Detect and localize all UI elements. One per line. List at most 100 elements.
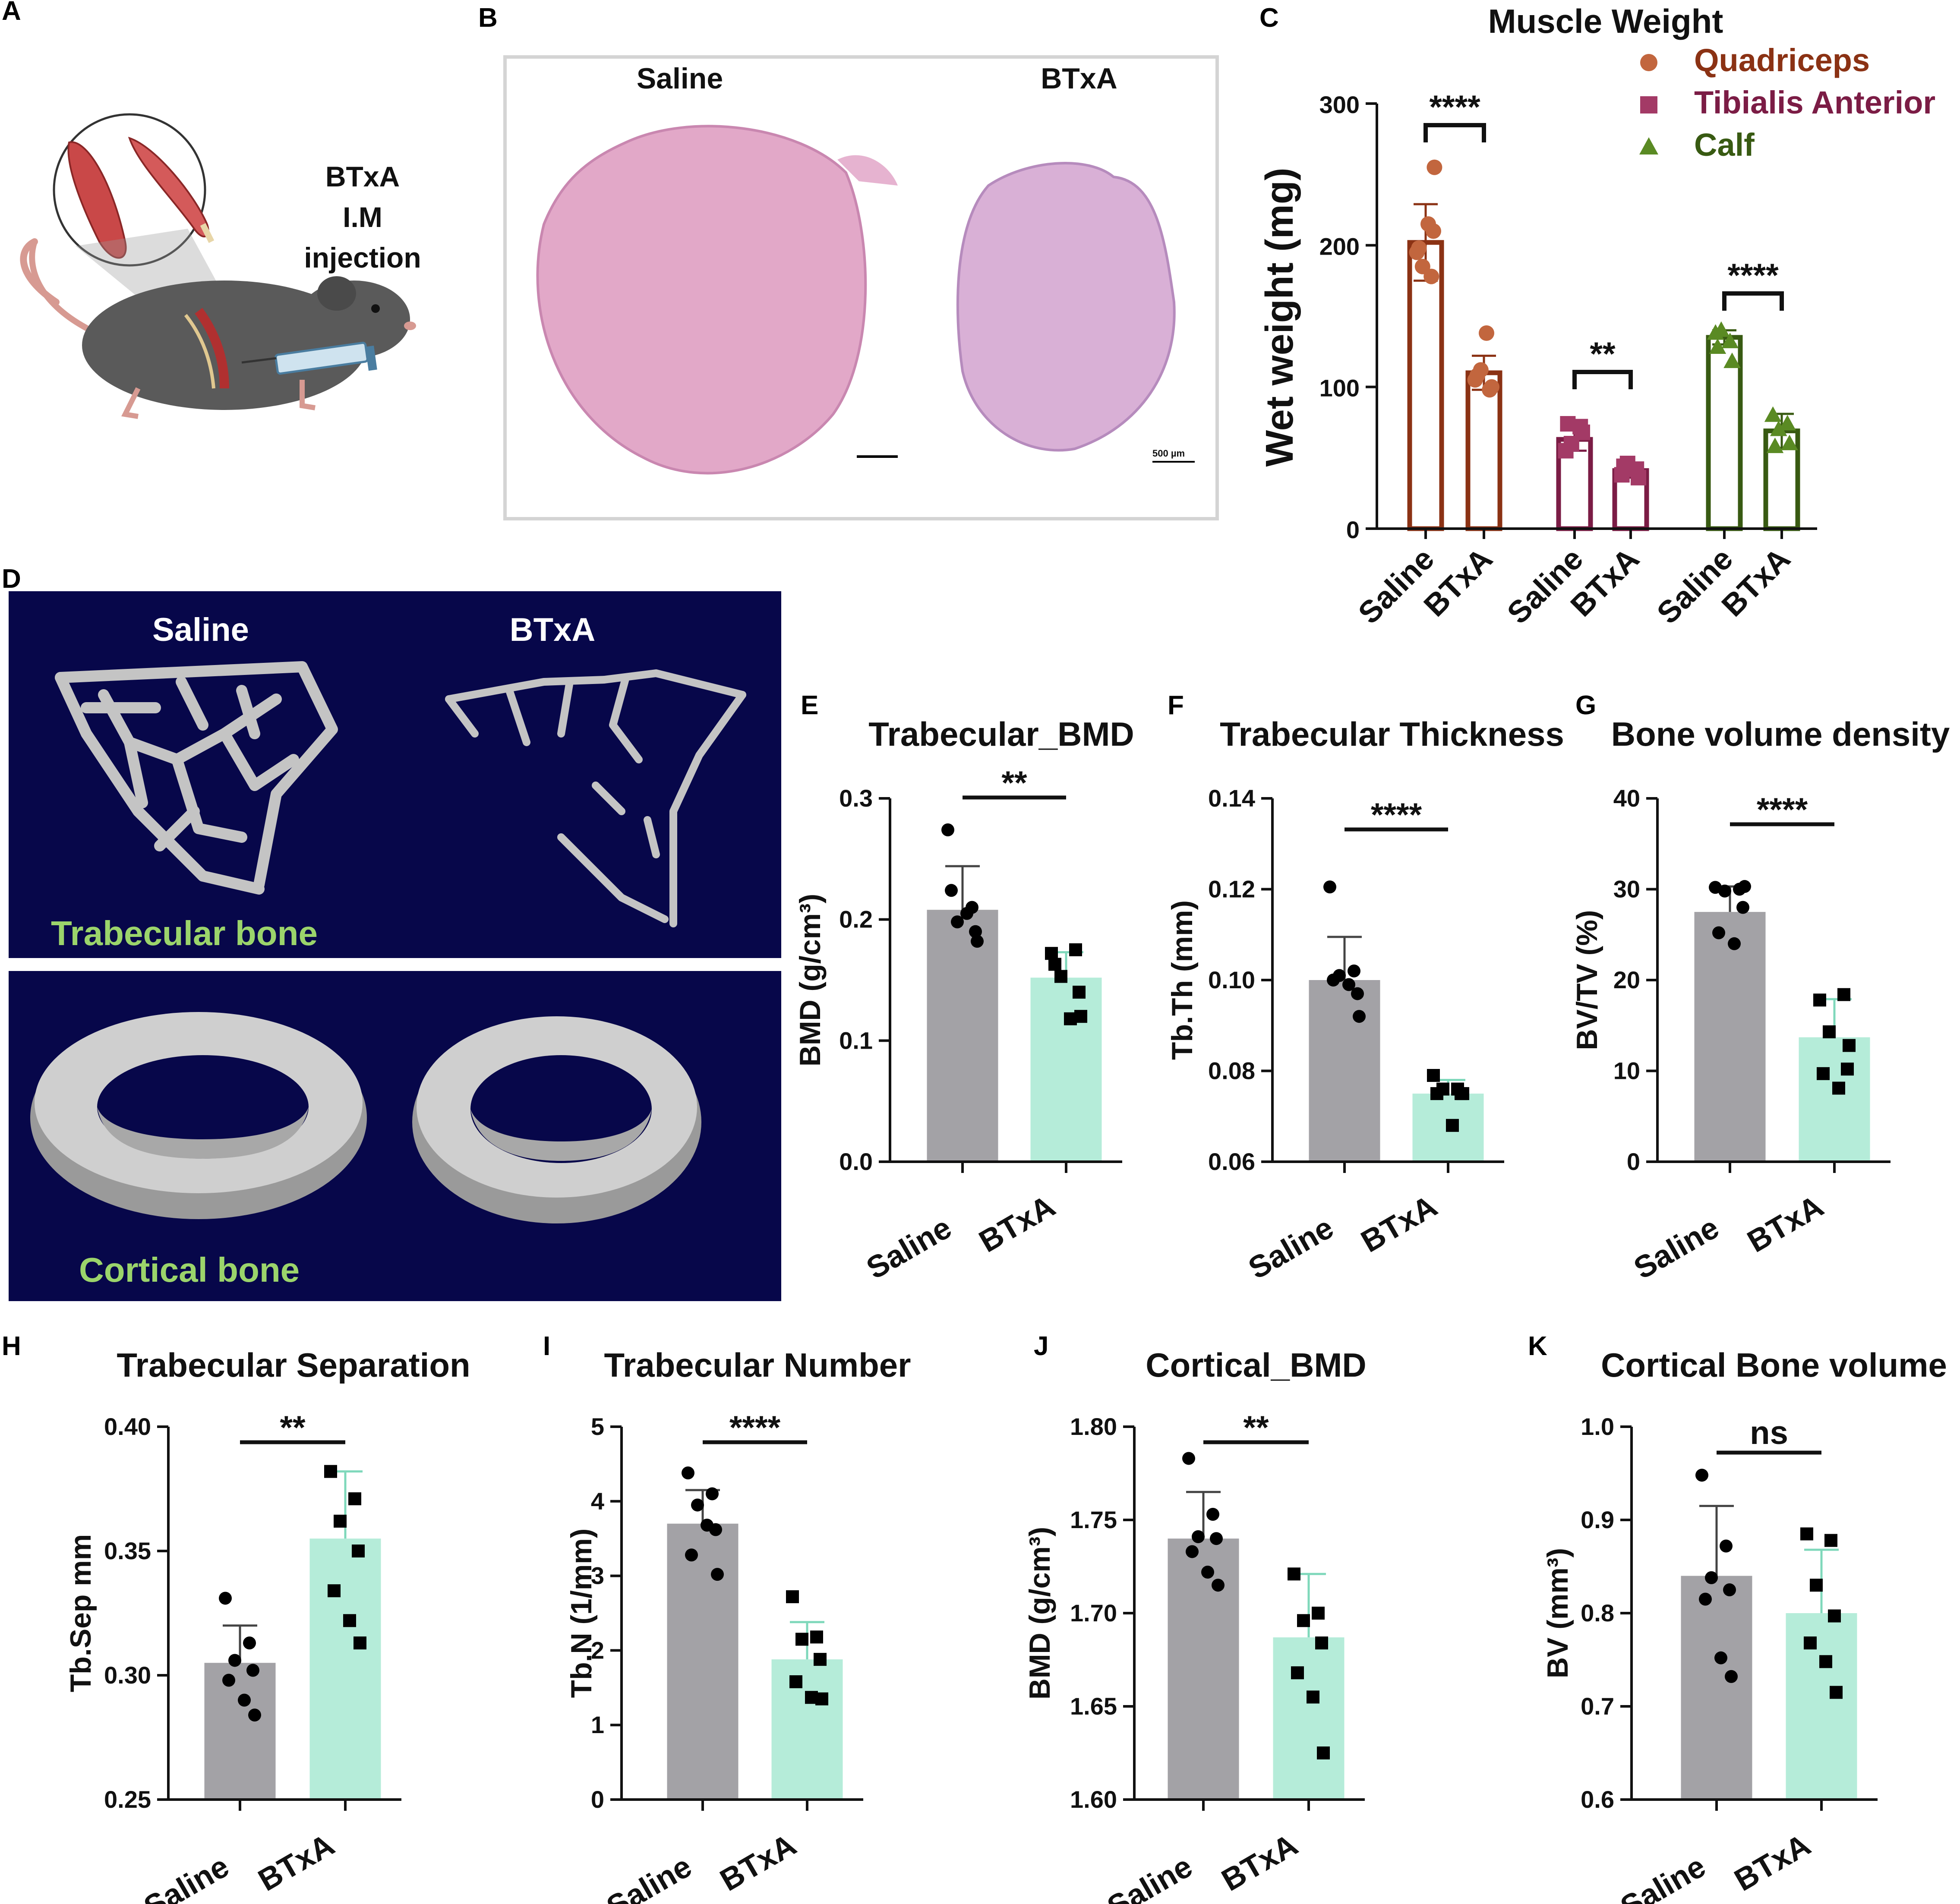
data-point bbox=[1824, 1534, 1837, 1547]
chart-title: Bone volume density bbox=[1611, 715, 1950, 753]
x-tick-label: BTxA bbox=[1729, 1828, 1816, 1898]
data-point bbox=[1832, 1081, 1845, 1095]
data-point bbox=[324, 1465, 337, 1478]
data-point bbox=[1315, 1636, 1328, 1650]
legend-label: Calf bbox=[1694, 127, 1755, 163]
y-tick-label: 0.10 bbox=[1208, 966, 1255, 993]
bar-saline bbox=[1168, 1538, 1239, 1800]
data-point bbox=[1312, 1607, 1325, 1620]
bar-btxa bbox=[1786, 1613, 1857, 1800]
data-point bbox=[1427, 159, 1442, 175]
bar-saline bbox=[667, 1523, 739, 1800]
y-tick-label: 0.12 bbox=[1208, 876, 1255, 903]
panel-letter-e: E bbox=[801, 690, 818, 720]
data-point bbox=[1721, 332, 1739, 348]
data-point bbox=[685, 1548, 698, 1562]
data-point bbox=[1446, 1119, 1459, 1132]
significance-bracket bbox=[1722, 291, 1784, 311]
chart-title: Cortical Bone volume bbox=[1601, 1346, 1947, 1384]
muscle-icon bbox=[67, 141, 127, 259]
panel-b: B Saline BTxA 500 µm bbox=[478, 3, 1219, 520]
data-point bbox=[1770, 420, 1787, 436]
y-tick-label: 0 bbox=[1346, 516, 1360, 543]
y-tick-label: 0.9 bbox=[1581, 1506, 1614, 1533]
data-point bbox=[1736, 901, 1749, 914]
data-point bbox=[1484, 379, 1499, 395]
bar-btxa bbox=[309, 1538, 381, 1800]
x-tick-label: Saline bbox=[138, 1849, 235, 1904]
chart-title: Trabecular_BMD bbox=[868, 715, 1134, 753]
legend-marker-calf bbox=[1639, 137, 1658, 154]
y-axis-label: Tb.Sep mm bbox=[64, 1534, 97, 1693]
x-tick-label: Saline bbox=[601, 1849, 698, 1904]
chart-title: Trabecular Number bbox=[604, 1346, 911, 1384]
y-tick-label: 0.08 bbox=[1208, 1057, 1255, 1084]
y-tick-label: 4 bbox=[591, 1488, 604, 1515]
data-point bbox=[1212, 1579, 1225, 1592]
x-tick-label: Saline bbox=[1352, 542, 1441, 631]
x-tick-label: Saline bbox=[1102, 1849, 1198, 1904]
y-axis-label: Wet weight (mg) bbox=[1258, 167, 1301, 467]
data-point bbox=[1348, 964, 1360, 977]
y-tick-label: 5 bbox=[591, 1413, 604, 1440]
panel-letter-f: F bbox=[1168, 690, 1184, 720]
chart-cortical-bmd: J Cortical_BMD BMD (g/cm³) Saline BTxA 1.60 1.… bbox=[1023, 1331, 1367, 1904]
panel-d: D Saline BTxA Trabecular bone bbox=[2, 564, 781, 1301]
y-axis-label: BMD (g/cm³) bbox=[794, 894, 827, 1066]
data-point bbox=[1720, 1539, 1733, 1553]
x-tick-label: Saline bbox=[1243, 1210, 1339, 1286]
data-point bbox=[814, 1653, 827, 1666]
chart-trabecular-bmd: E Trabecular_BMD BMD (g/cm³) Saline BTxA 0.0 0… bbox=[794, 690, 1134, 1286]
data-point bbox=[1074, 1010, 1087, 1023]
data-point bbox=[1712, 926, 1725, 939]
significance-label: ** bbox=[1590, 336, 1616, 372]
data-point bbox=[1054, 970, 1067, 983]
tendon-icon bbox=[200, 223, 215, 243]
bar-saline bbox=[927, 910, 998, 1162]
data-point bbox=[1705, 1571, 1718, 1584]
data-point bbox=[348, 1492, 361, 1506]
data-point bbox=[219, 1592, 232, 1605]
y-tick-label: 200 bbox=[1319, 233, 1360, 260]
bar-btxa bbox=[771, 1659, 843, 1800]
data-point bbox=[343, 1614, 356, 1627]
data-point bbox=[789, 1675, 802, 1688]
significance-label: ** bbox=[280, 1409, 306, 1446]
injection-label-line2: I.M bbox=[343, 201, 382, 233]
histology-btxa-section bbox=[956, 162, 1176, 452]
injection-label-line3: injection bbox=[304, 242, 421, 274]
y-tick-label: 100 bbox=[1319, 375, 1360, 402]
data-point bbox=[1616, 458, 1632, 474]
data-point bbox=[1723, 1583, 1736, 1596]
data-point bbox=[353, 1636, 366, 1650]
data-point bbox=[1073, 986, 1086, 999]
data-point bbox=[1045, 947, 1058, 960]
data-point bbox=[1479, 325, 1494, 341]
y-tick-label: 0.6 bbox=[1581, 1786, 1614, 1813]
data-point bbox=[1810, 1579, 1823, 1592]
histology-saline-section bbox=[536, 125, 867, 475]
data-point bbox=[1828, 1609, 1841, 1623]
panel-a: A BTxA I.M injection bbox=[2, 0, 421, 419]
y-tick-label: 1.65 bbox=[1070, 1693, 1117, 1720]
data-point bbox=[941, 823, 954, 836]
data-point bbox=[1813, 993, 1826, 1007]
data-point bbox=[810, 1630, 823, 1644]
x-tick-label: Saline bbox=[861, 1210, 957, 1286]
data-point bbox=[1420, 216, 1436, 232]
data-point bbox=[969, 925, 982, 938]
data-point bbox=[1714, 1651, 1727, 1664]
significance-label: ** bbox=[1001, 765, 1027, 801]
data-point bbox=[1327, 974, 1340, 987]
data-point bbox=[1469, 368, 1485, 384]
data-point bbox=[248, 1709, 261, 1722]
data-point bbox=[1560, 416, 1576, 432]
data-point bbox=[328, 1584, 341, 1598]
panel-letter-b: B bbox=[478, 3, 498, 33]
x-tick-label: Saline bbox=[1628, 1210, 1725, 1286]
data-point bbox=[1291, 1666, 1304, 1680]
histology-saline-label: Saline bbox=[637, 62, 723, 95]
panel-letter-j: J bbox=[1034, 1331, 1048, 1361]
bar-btxa bbox=[1030, 977, 1102, 1162]
